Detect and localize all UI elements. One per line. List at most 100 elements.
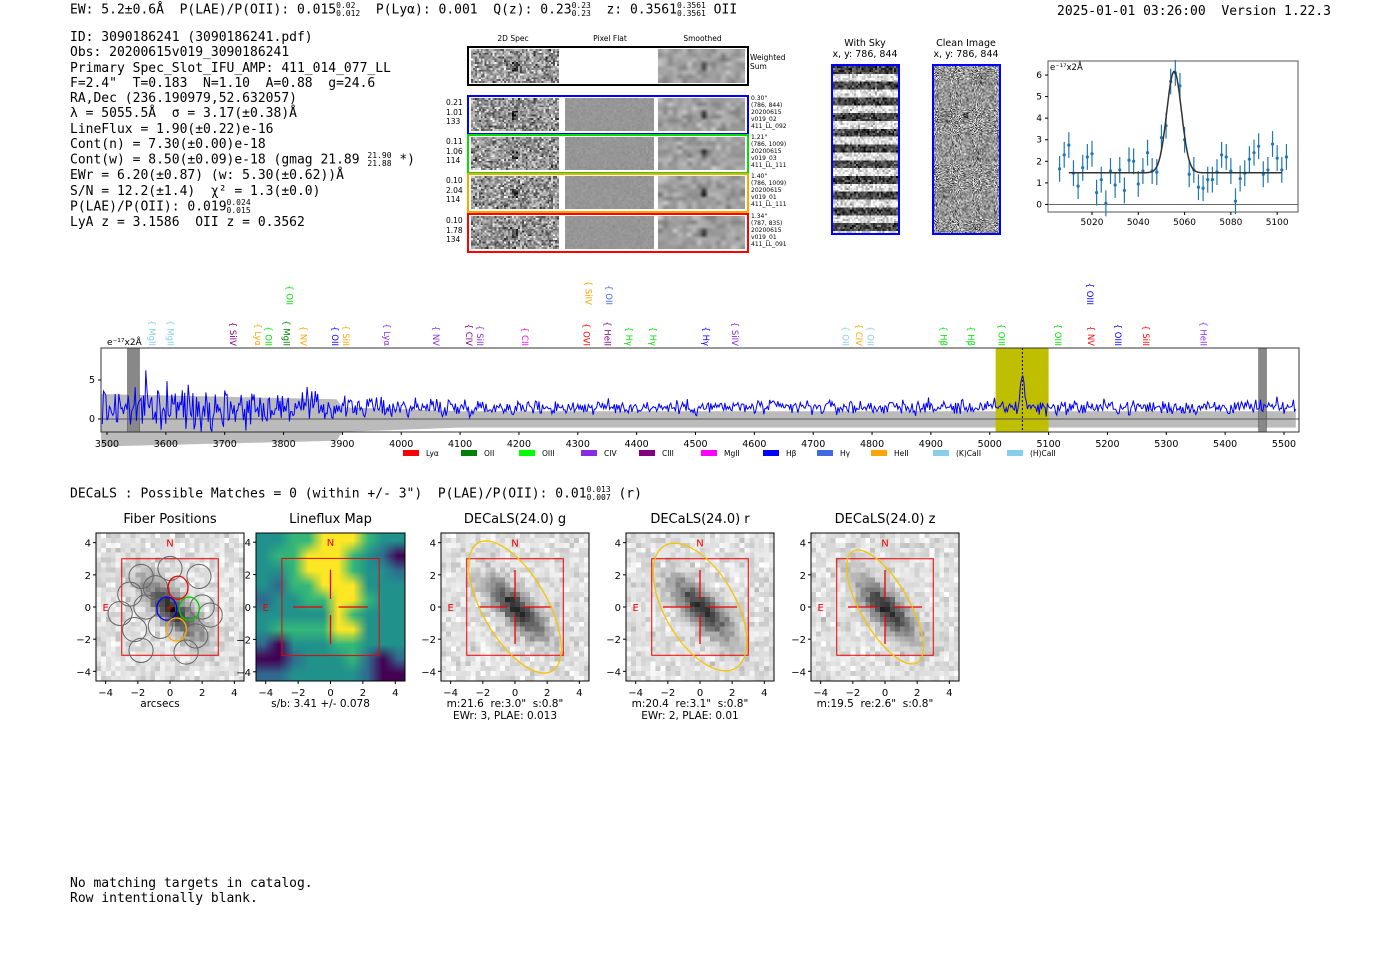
aperture-box: [281, 557, 380, 657]
data-point: [1113, 183, 1117, 187]
data-point: [1252, 151, 1256, 155]
fiber-row-stats: 0.10 1.78 134: [446, 216, 463, 244]
aperture-box: [836, 558, 934, 656]
column-title: Smoothed: [683, 34, 722, 43]
east-label: E: [102, 603, 108, 614]
y-tick-label: 4: [1036, 114, 1042, 124]
selected-fiber-circle: [165, 617, 188, 642]
data-point: [1081, 166, 1085, 170]
pixel-flat-image: [565, 176, 654, 209]
legend-swatch: [701, 450, 717, 456]
fiber-circle: [183, 623, 209, 649]
line-label: { CIV: [853, 324, 863, 347]
column-title: Pixel Flat: [593, 34, 627, 43]
ew-value: EW: 5.2±0.6Å: [70, 2, 164, 18]
with-sky-image: [831, 64, 900, 235]
x-tick-label: −2: [845, 688, 860, 699]
line-label: { OVI: [581, 323, 591, 346]
2d-spec-image: [471, 176, 559, 209]
x-tick-label: 4500: [683, 439, 707, 450]
north-label: N: [511, 539, 518, 550]
info-line: LineFlux = 1.90(±0.22)e-16: [70, 121, 274, 137]
line-label: { SiII: [1140, 325, 1150, 346]
smoothed-image: [658, 98, 745, 131]
x-tick-label: 5100: [1266, 218, 1289, 228]
x-tick-label: 0: [167, 688, 173, 699]
with-sky-title: With Sky x, y: 786, 844: [832, 38, 898, 60]
data-point: [1284, 155, 1289, 159]
x-tick-label: 0: [882, 688, 888, 699]
timestamp: 2025-01-01 03:26:00 Version 1.22.3: [1057, 4, 1331, 19]
x-tick-label: 5400: [1213, 439, 1237, 450]
line-label: { OIII: [1052, 324, 1062, 346]
line-label: { NV: [298, 326, 308, 346]
panel-caption: m:19.5 re:2.6" s:0.8": [816, 698, 934, 710]
panel-frame: [810, 532, 960, 682]
panel-overlay: −4 −4 −2 −2 0 0 2 2 4 4 N E: [791, 532, 960, 699]
data-point: [1118, 168, 1122, 172]
z-range: 0.3561 0.3561: [676, 1, 706, 18]
data-point: [1067, 143, 1071, 147]
x-tick-label: 4: [946, 688, 952, 699]
legend-swatch: [1007, 450, 1023, 456]
data-point: [1178, 84, 1182, 88]
pixel-flat-image: [565, 49, 654, 83]
east-label: E: [263, 603, 269, 614]
spectrum-frame: [100, 347, 1300, 433]
line-label: { NV: [1085, 326, 1095, 346]
x-tick-label: 4000: [389, 439, 413, 450]
line-label: { MgII: [165, 320, 175, 346]
data-point: [1238, 176, 1242, 181]
y-tick-label: −4: [606, 667, 621, 678]
info-line: Obs: 20200615v019_3090186241: [70, 45, 290, 61]
panel-overlay: −4 −4 −2 −2 0 0 2 2 4 4 N E: [236, 532, 406, 699]
panel-caption: m:21.6 re:3.0" s:0.8" EWr: 3, PLAE: 0.01…: [446, 698, 564, 722]
x-tick-label: −4: [813, 688, 828, 699]
catalog-note: No matching targets in catalog.: [70, 876, 313, 891]
x-tick-label: −2: [130, 688, 145, 699]
data-point: [1206, 178, 1210, 182]
fiber-circle: [147, 613, 173, 639]
y-tick-label: 0: [1036, 200, 1042, 210]
line-label: { MgII: [281, 320, 291, 346]
galaxy-ellipse: [468, 540, 562, 674]
line-label: { Lyα: [381, 323, 391, 346]
legend-label: Hβ: [786, 449, 797, 458]
y-tick-label: −2: [606, 635, 621, 646]
legend-swatch: [519, 450, 535, 456]
info-line: EWr = 6.20(±0.87) (w: 5.30(±0.62))Å: [70, 168, 344, 184]
panel-caption: s/b: 3.41 +/- 0.078: [271, 698, 370, 710]
line-label: { Hγ: [700, 326, 710, 346]
data-point: [1187, 172, 1191, 176]
data-point: [1090, 152, 1094, 156]
line-label: { CII: [519, 327, 529, 346]
x-tick-label: 5000: [978, 439, 1002, 450]
column-title: 2D Spec: [497, 34, 529, 43]
data-point: [1220, 153, 1224, 157]
data-point: [1210, 178, 1214, 182]
fiber-row-info: 1.21" (786, 1009) 20200615 v019_03 411_L…: [751, 134, 787, 169]
legend-swatch: [817, 450, 833, 456]
x-tick-label: 5040: [1127, 218, 1150, 228]
y-tick-label: 2: [430, 571, 436, 582]
panel-overlay: −4 −4 −2 −2 0 0 2 2 4 4 N E: [421, 532, 590, 699]
y-tick-label: 0: [89, 414, 95, 425]
x-tick-label: 0: [697, 688, 703, 699]
y-tick-label: −2: [421, 635, 436, 646]
fiber-circle: [122, 616, 148, 643]
x-tick-label: −4: [628, 688, 643, 699]
line-label: { OII: [284, 285, 294, 305]
x-tick-label: 2: [544, 688, 550, 699]
plae-range: 0.02 0.012: [336, 1, 361, 18]
header-summary: EW: 5.2±0.6Å P(LAE)/P(OII): 0.0150.02 0.0…: [70, 2, 737, 18]
gaussian-fit-curve: [1068, 70, 1282, 174]
line-label: { OII: [840, 326, 850, 346]
y-tick-label: −2: [76, 635, 91, 646]
blank-row-note: Row intentionally blank.: [70, 891, 258, 906]
x-tick-label: 2: [729, 688, 735, 699]
line-label: { OII: [864, 326, 874, 346]
pixel-flat-image: [565, 216, 654, 249]
data-point: [1196, 185, 1201, 189]
y-tick-label: 4: [800, 539, 806, 550]
legend-label: Lyα: [426, 449, 439, 458]
